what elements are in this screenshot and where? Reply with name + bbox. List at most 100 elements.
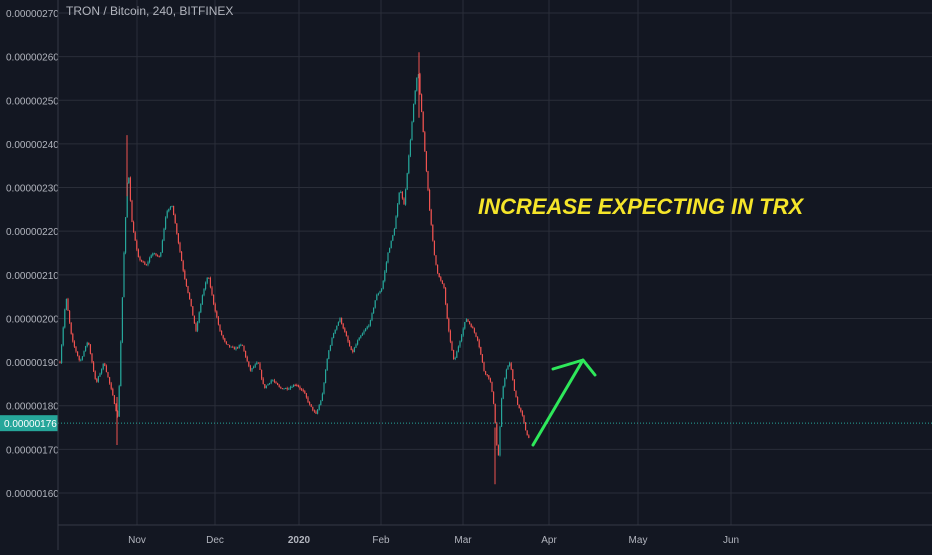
candle-body — [269, 383, 271, 385]
candle-body — [123, 252, 125, 298]
candle-body — [145, 264, 147, 266]
y-tick-label: 0.00000230 — [6, 184, 59, 195]
candle-body — [147, 262, 149, 265]
candle-body — [469, 321, 471, 324]
y-tick-label: 0.00000160 — [6, 489, 59, 500]
x-tick-label: Dec — [206, 535, 224, 546]
candle-body — [185, 278, 187, 287]
candle-body — [456, 351, 458, 358]
candle-body — [390, 240, 392, 249]
candle-body — [80, 359, 82, 361]
candle-body — [221, 330, 223, 336]
candle-body — [270, 380, 272, 384]
candle-body — [369, 320, 371, 326]
candle-body — [429, 189, 431, 210]
candle-body — [464, 321, 466, 329]
candle-body — [373, 307, 375, 314]
candle-body — [486, 374, 488, 376]
candle-body — [241, 344, 243, 346]
candle-body — [190, 298, 192, 307]
candle-body — [494, 403, 496, 424]
candle-body — [325, 369, 327, 383]
candle-body — [113, 395, 115, 405]
candle-body — [523, 415, 525, 423]
candle-body — [184, 270, 186, 279]
candle-body — [174, 215, 176, 224]
candle-body — [91, 353, 93, 363]
candle-body — [294, 384, 296, 386]
candle-body — [249, 366, 251, 371]
candle-body — [454, 357, 456, 359]
candle-body — [86, 342, 88, 347]
candle-body — [283, 388, 285, 390]
candle-body — [232, 346, 234, 348]
candle-body — [385, 262, 387, 272]
annotation-text: INCREASE EXPECTING IN TRX — [478, 194, 804, 219]
candle-body — [501, 398, 503, 427]
candle-body — [115, 404, 117, 412]
candle-body — [64, 309, 66, 328]
candle-body — [102, 363, 104, 369]
candle-body — [155, 253, 157, 256]
candle-body — [504, 378, 506, 387]
candle-body — [400, 191, 402, 193]
candle-body — [363, 331, 365, 334]
candle-body — [112, 388, 114, 396]
candle-body — [265, 385, 267, 388]
candle-body — [339, 317, 341, 323]
candle-body — [349, 341, 351, 347]
candle-body — [65, 298, 67, 310]
candle-body — [59, 362, 61, 364]
candle-body — [285, 387, 287, 389]
candle-body — [427, 171, 429, 190]
candle-body — [387, 252, 389, 263]
candle-body — [393, 228, 395, 236]
candle-body — [401, 191, 403, 199]
y-tick-label: 0.00000200 — [6, 314, 59, 325]
candle-body — [166, 211, 168, 218]
candle-body — [139, 256, 141, 261]
candle-body — [136, 240, 138, 250]
candle-body — [481, 354, 483, 363]
candle-body — [297, 385, 299, 387]
candle-body — [262, 378, 264, 385]
candle-body — [336, 325, 338, 330]
x-tick-label: Apr — [541, 535, 557, 546]
candle-body — [323, 382, 325, 394]
candle-body — [398, 192, 400, 205]
candle-body — [355, 344, 357, 348]
candle-body — [261, 369, 263, 379]
candle-body — [337, 322, 339, 326]
candle-body — [72, 333, 74, 342]
candle-body — [131, 200, 133, 223]
candle-body — [521, 411, 523, 416]
candle-body — [408, 155, 410, 174]
candle-body — [485, 371, 487, 375]
candle-body — [299, 386, 301, 389]
candle-body — [134, 232, 136, 241]
candle-body — [61, 345, 63, 364]
candle-body — [413, 103, 415, 122]
candle-body — [505, 369, 507, 379]
candle-body — [443, 283, 445, 288]
candle-body — [67, 298, 69, 311]
candle-body — [125, 217, 127, 253]
candle-body — [101, 368, 103, 374]
candle-body — [222, 335, 224, 339]
y-tick-label: 0.00000250 — [6, 96, 59, 107]
candle-body — [200, 303, 202, 313]
candle-body — [214, 303, 216, 312]
candle-body — [478, 340, 480, 347]
candle-body — [379, 291, 381, 294]
y-tick-label: 0.00000260 — [6, 53, 59, 64]
candle-body — [331, 338, 333, 346]
candle-body — [440, 277, 442, 281]
candle-body — [357, 340, 359, 345]
candle-body — [425, 151, 427, 172]
candle-body — [273, 380, 275, 382]
candle-body — [341, 317, 343, 324]
candle-body — [374, 300, 376, 308]
candle-body — [235, 347, 237, 350]
candle-body — [160, 252, 162, 257]
